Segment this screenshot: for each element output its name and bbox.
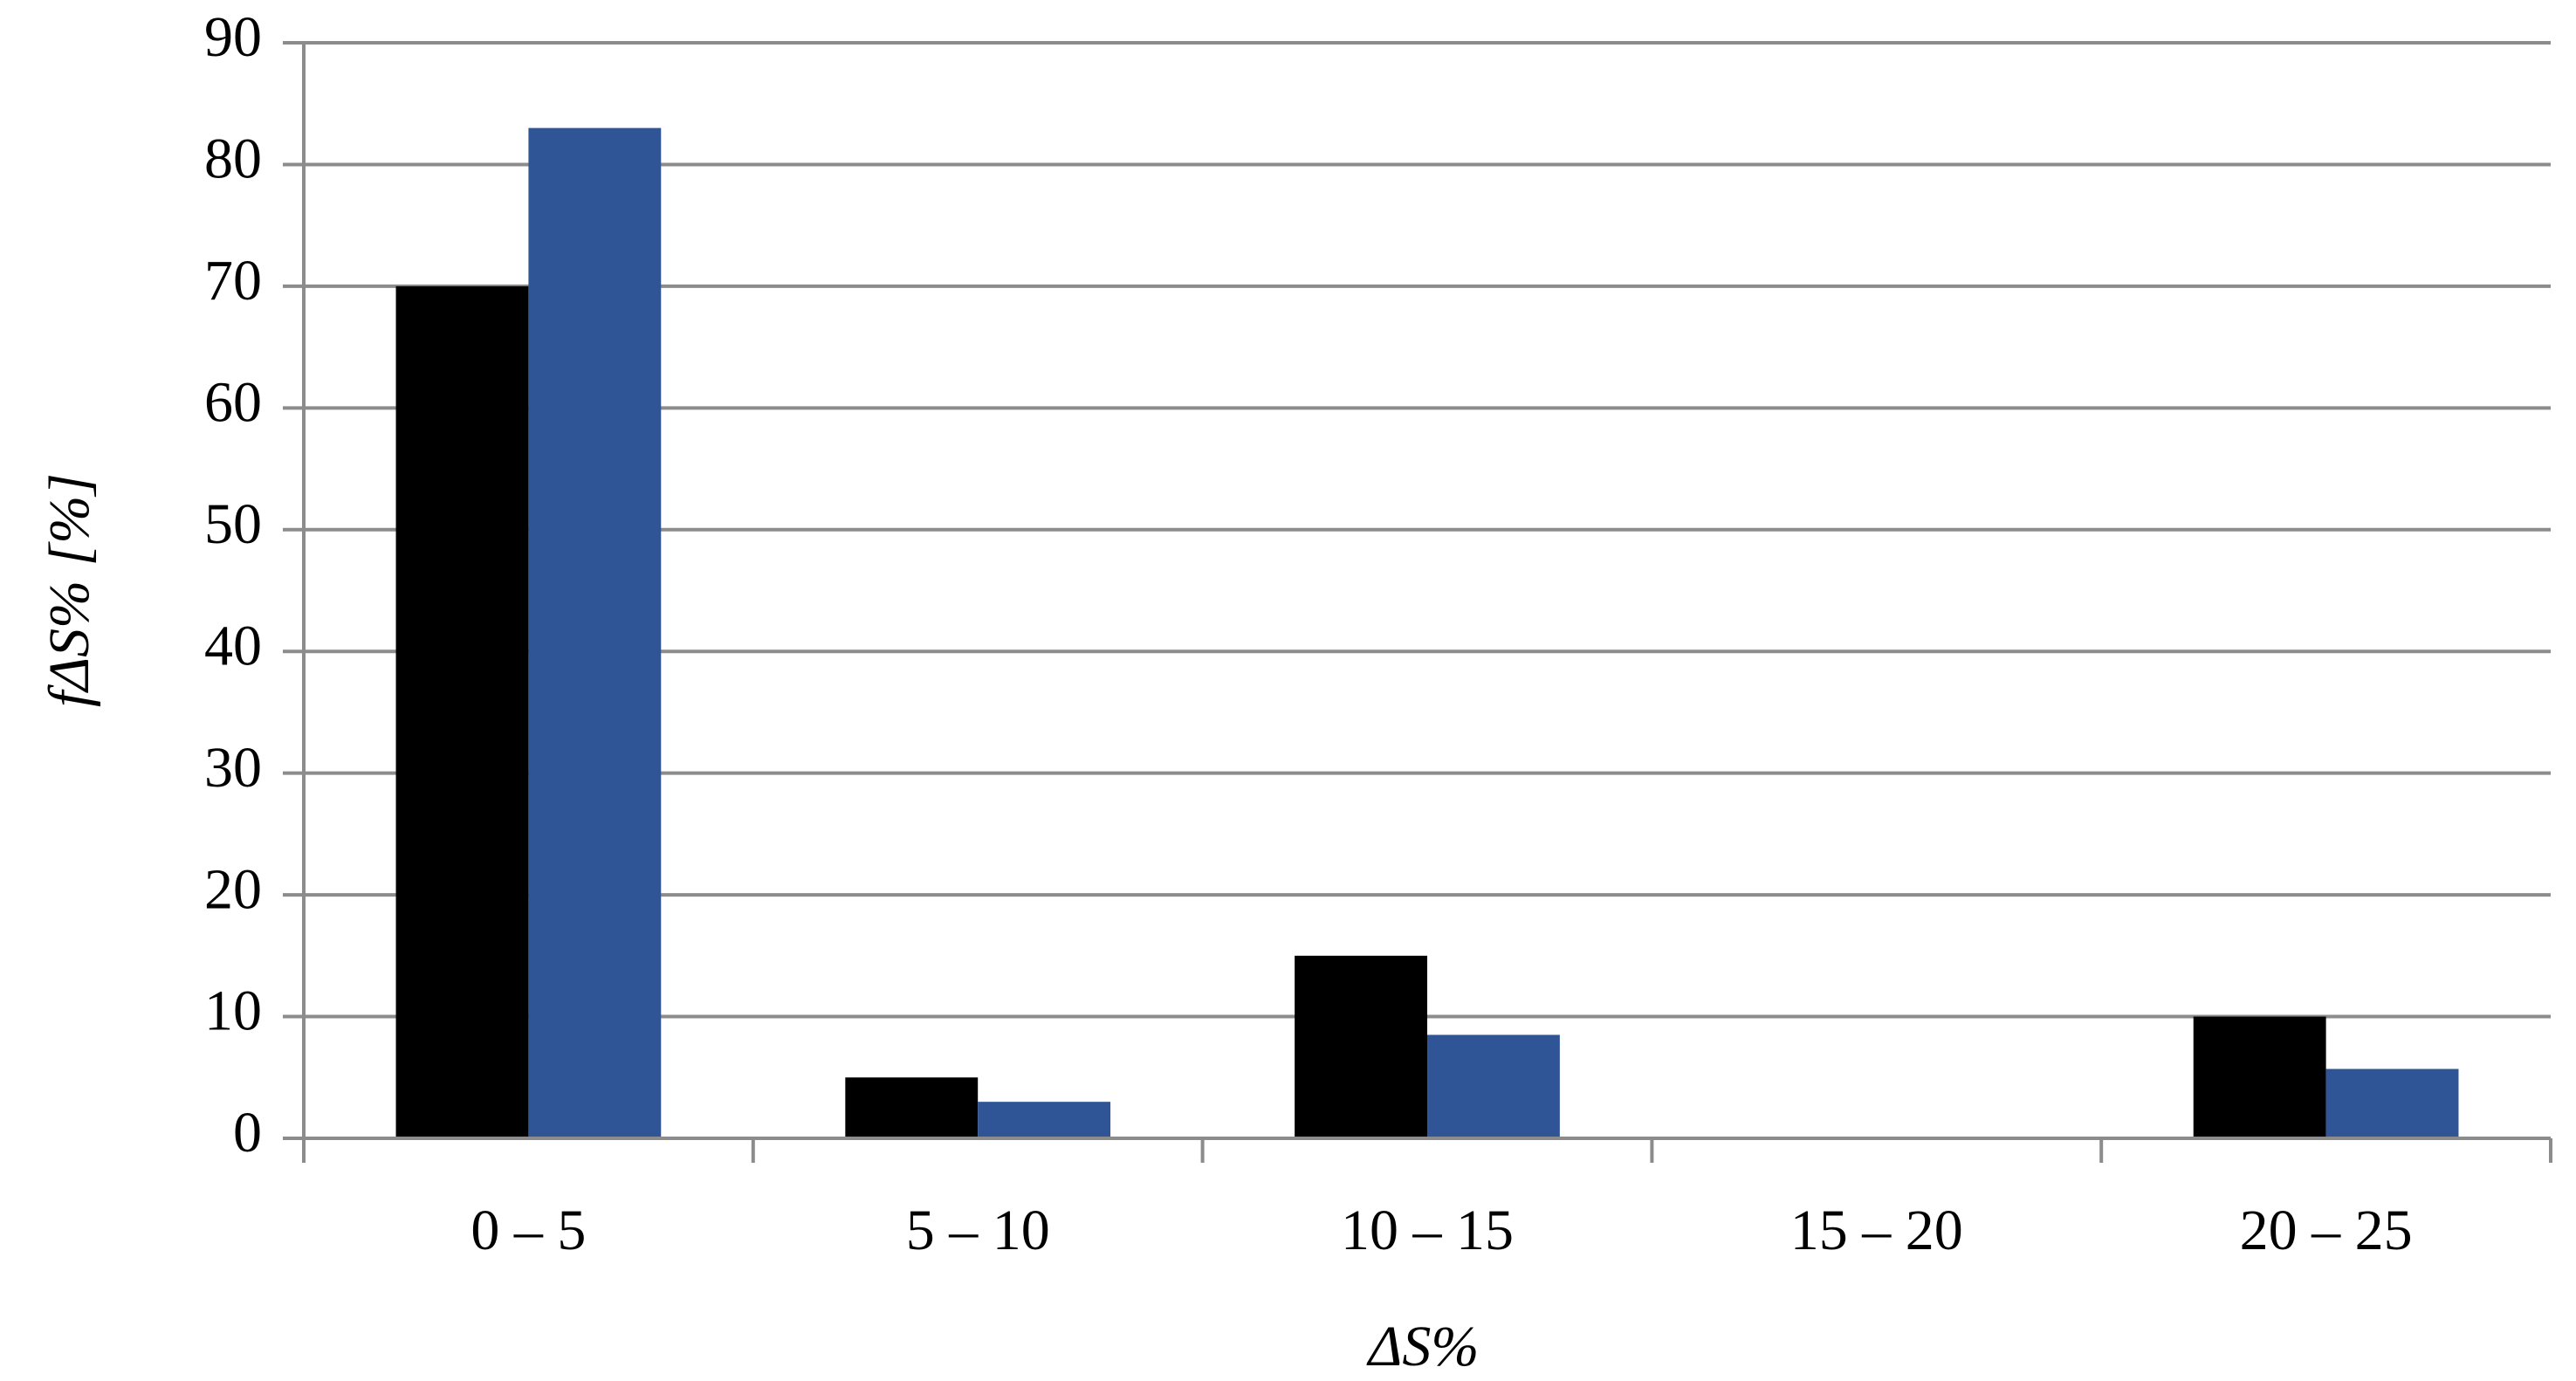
x-tick-label: 15 – 20 — [1790, 1199, 1963, 1262]
x-tick-label: 0 – 5 — [471, 1199, 586, 1262]
y-tick-label: 70 — [204, 249, 262, 313]
y-axis-title: fΔS% [%] — [38, 473, 101, 707]
y-tick-label: 20 — [204, 857, 262, 921]
bar — [2193, 1016, 2326, 1138]
bar — [845, 1077, 979, 1138]
bar — [1427, 1034, 1560, 1138]
bar — [1295, 955, 1427, 1138]
bar — [395, 285, 529, 1138]
y-tick-label: 60 — [204, 370, 262, 434]
y-tick-label: 80 — [204, 127, 262, 191]
bar — [528, 127, 662, 1139]
x-tick-label: 20 – 25 — [2240, 1199, 2413, 1262]
y-tick-label: 40 — [204, 614, 262, 677]
y-tick-label: 10 — [204, 979, 262, 1043]
bar — [2325, 1068, 2459, 1138]
y-tick-label: 50 — [204, 492, 262, 556]
x-tick-label: 5 – 10 — [906, 1199, 1050, 1262]
x-axis-title: ΔS% — [1366, 1315, 1480, 1378]
y-tick-label: 90 — [204, 5, 262, 69]
y-tick-label: 30 — [204, 736, 262, 800]
bar — [978, 1102, 1111, 1138]
y-tick-label: 0 — [233, 1101, 262, 1165]
x-tick-label: 10 – 15 — [1341, 1199, 1514, 1262]
